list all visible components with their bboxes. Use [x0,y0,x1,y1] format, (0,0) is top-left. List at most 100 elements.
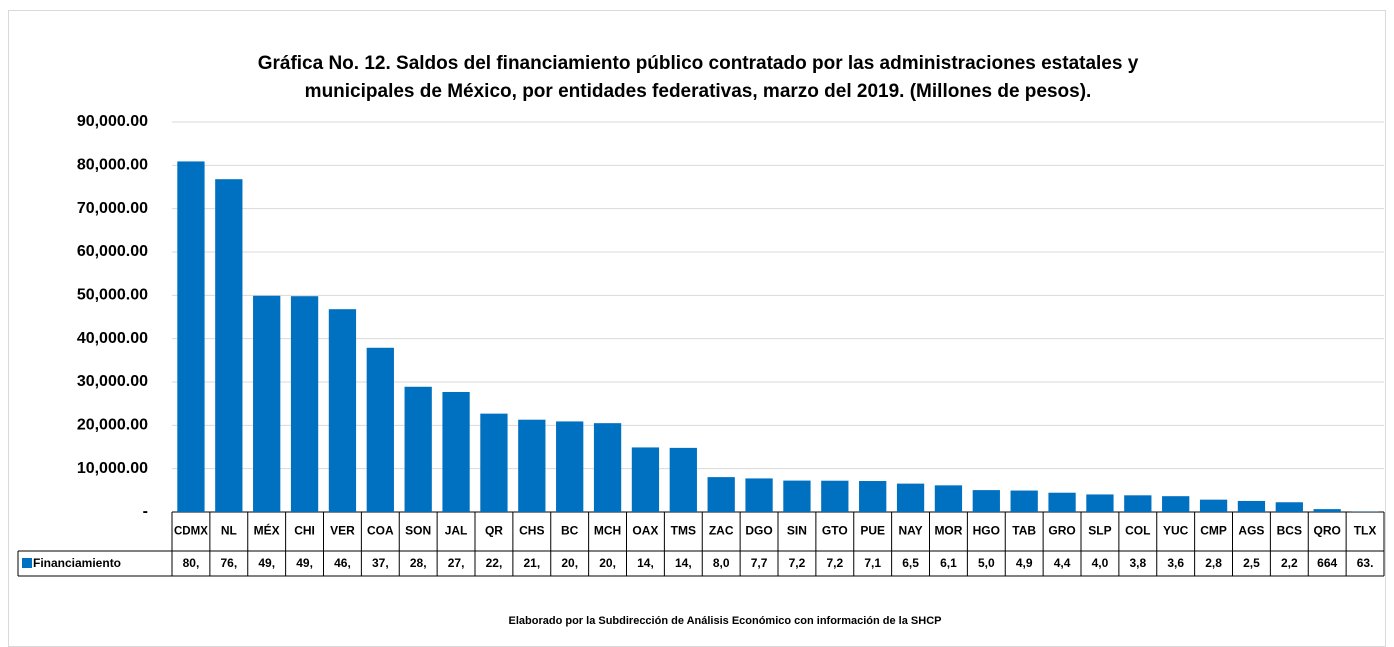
x-tick-label: MOR [934,524,962,538]
data-table-value: 3,6 [1167,556,1184,570]
chart-title-line: Gráfica No. 12. Saldos del financiamient… [258,53,1139,74]
data-table-value: 63. [1357,556,1374,570]
bar [934,485,963,512]
x-tick-label: YUC [1163,524,1189,538]
data-table-value: 3,8 [1129,556,1146,570]
bar [1048,492,1076,512]
bar [1124,495,1152,512]
bar [669,447,697,512]
data-table-value: 37, [372,556,389,570]
data-table-value: 664 [1317,556,1337,570]
bar [783,480,811,512]
data-table-value: 4,4 [1054,556,1071,570]
bar [480,413,508,512]
y-tick-label: 20,000.00 [77,417,148,434]
footnote: Elaborado por la Subdirección de Análisi… [509,615,942,627]
y-tick-label: 10,000.00 [77,460,148,477]
bar [821,480,849,512]
bar [177,161,205,512]
data-table-value: 8,0 [713,556,730,570]
y-tick-label: 60,000.00 [77,243,148,260]
data-table-value: 14, [637,556,654,570]
data-table-value: 2,8 [1205,556,1222,570]
bar [215,179,243,512]
bar [631,447,660,512]
data-table-value: 49, [296,556,313,570]
x-tick-label: MCH [594,524,621,538]
data-table-value: 5,0 [978,556,995,570]
bar [253,295,281,512]
legend-swatch [22,558,32,568]
x-tick-label: OAX [632,524,658,538]
data-table-value: 27, [448,556,465,570]
y-tick-label: 50,000.00 [77,287,148,304]
bar [1010,490,1038,512]
data-table-value: 7,2 [826,556,843,570]
x-tick-label: DGO [745,524,772,538]
x-tick-label: ZAC [709,524,734,538]
x-tick-label: BC [561,524,579,538]
x-tick-label: HGO [973,524,1000,538]
data-table-value: 20, [561,556,578,570]
legend-label: Financiamiento [33,556,121,570]
x-tick-label: CMP [1200,524,1227,538]
bar [707,477,735,512]
data-table-value: 49, [258,556,275,570]
bar [518,419,546,512]
chart-title-line: municipales de México, por entidades fed… [305,81,1092,102]
x-tick-label: CHS [519,524,544,538]
bar [1237,500,1266,512]
data-table-value: 76, [220,556,237,570]
x-tick-label: JAL [445,524,468,538]
y-tick-label: 80,000.00 [77,157,148,174]
x-tick-label: COA [367,524,394,538]
data-table-value: 28, [410,556,427,570]
data-table-value: 46, [334,556,351,570]
x-tick-label: CHI [294,524,315,538]
data-table-value: 6,1 [940,556,957,570]
data-table-value: 22, [486,556,503,570]
x-tick-label: MÉX [254,523,280,538]
data-table-value: 2,2 [1281,556,1298,570]
bar [1275,502,1303,512]
bar [745,478,773,512]
y-tick-label: 30,000.00 [77,373,148,390]
bar [290,296,319,512]
x-tick-label: SON [405,524,431,538]
bar [859,481,887,512]
data-table-value: 14, [675,556,692,570]
x-tick-label: QRO [1314,524,1341,538]
x-tick-label: SLP [1088,524,1111,538]
x-tick-label: TLX [1354,524,1377,538]
x-tick-label: COL [1125,524,1150,538]
bar [972,490,1000,512]
x-tick-label: CDMX [174,524,208,538]
x-tick-label: NL [221,524,237,538]
x-tick-label: BCS [1277,524,1302,538]
bar [1313,509,1341,512]
y-tick-label: 40,000.00 [77,330,148,347]
x-tick-label: QR [485,524,503,538]
x-tick-label: NAY [898,524,922,538]
x-tick-label: VER [330,524,355,538]
y-tick-label: - [143,503,148,520]
data-table-value: 7,1 [864,556,881,570]
x-tick-label: GTO [822,524,848,538]
y-tick-label: 70,000.00 [77,200,148,217]
x-tick-label: TAB [1012,524,1036,538]
data-table-value: 4,9 [1016,556,1033,570]
data-table-value: 7,7 [751,556,768,570]
x-tick-label: SIN [787,524,807,538]
data-table-value: 7,2 [789,556,806,570]
data-table-value: 4,0 [1092,556,1109,570]
data-table-value: 21, [523,556,540,570]
data-table-value: 2,5 [1243,556,1260,570]
x-tick-label: TMS [671,524,696,538]
y-tick-label: 90,000.00 [77,113,148,130]
bar [1162,496,1190,512]
bar [556,421,584,512]
data-table-value: 6,5 [902,556,919,570]
bar [366,347,394,512]
bar [442,391,470,512]
